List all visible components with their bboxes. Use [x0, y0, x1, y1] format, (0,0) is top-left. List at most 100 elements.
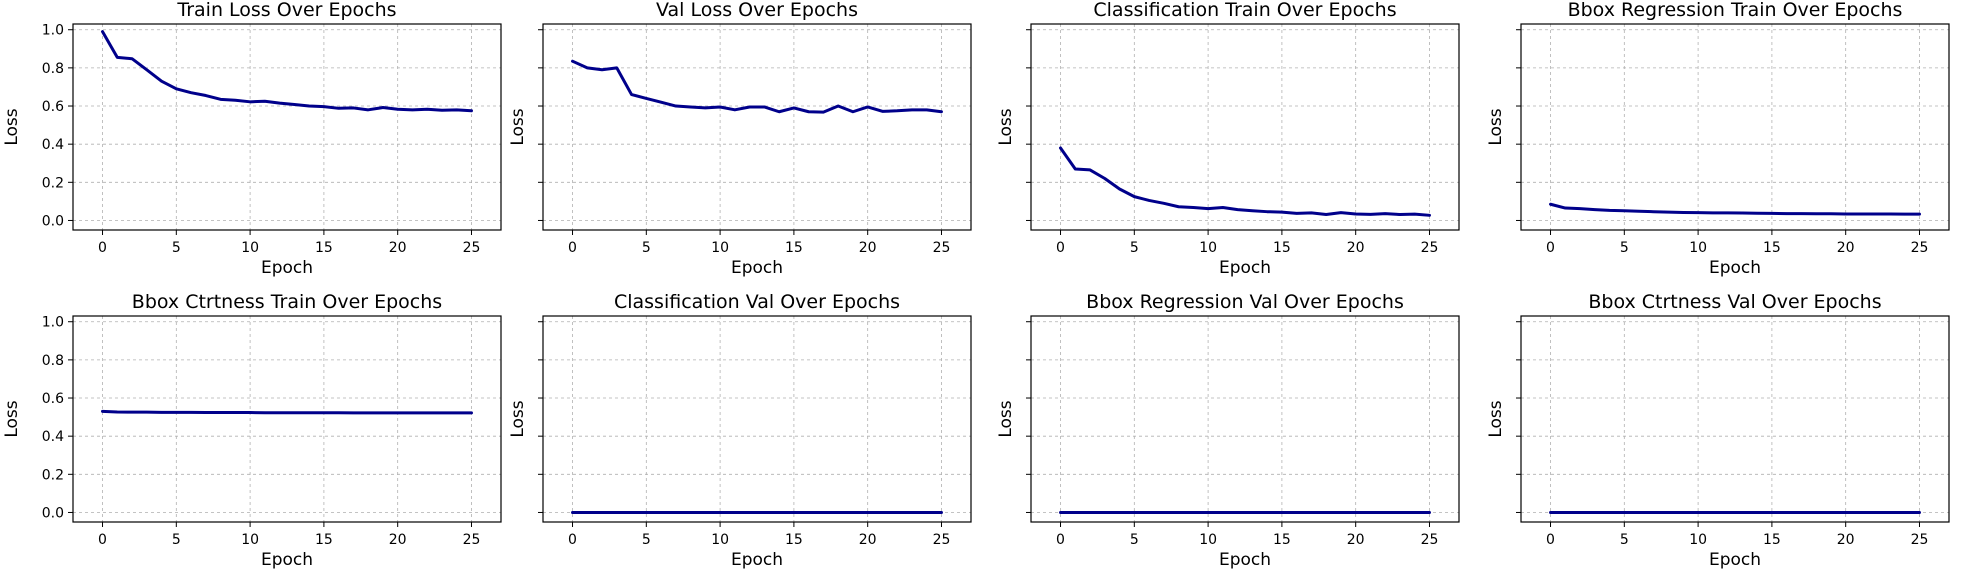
x-tick-label: 20	[1837, 532, 1855, 548]
x-tick-label: 0	[1056, 240, 1065, 256]
y-axis-label: Loss	[1486, 108, 1506, 145]
y-axis-label: Loss	[508, 400, 528, 437]
x-axis-label: Epoch	[1709, 258, 1761, 278]
x-axis-label: Epoch	[1709, 550, 1761, 570]
plot-frame	[542, 315, 972, 523]
subplot-title: Classification Train Over Epochs	[1093, 0, 1396, 21]
plot-frame	[72, 315, 502, 523]
y-tick-label: 1.0	[42, 23, 64, 39]
y-tick-label: 0.6	[42, 391, 64, 407]
x-tick-label: 10	[1199, 532, 1217, 548]
x-tick-label: 5	[172, 532, 181, 548]
x-tick-label: 15	[1763, 532, 1781, 548]
x-tick-label: 0	[98, 240, 107, 256]
y-tick-label: 0.8	[42, 61, 64, 77]
subplot-title: Train Loss Over Epochs	[176, 0, 396, 21]
x-tick-label: 20	[389, 532, 407, 548]
y-axis-label: Loss	[1486, 400, 1506, 437]
x-tick-label: 15	[785, 240, 803, 256]
x-axis-label: Epoch	[731, 258, 783, 278]
subplot-5: 0 5 10 15 20 25 0.0 0.2 0.4 0.6 0.8 1.0 Bbox Ctrtnes…	[2, 291, 502, 570]
y-axis-label: Loss	[996, 108, 1016, 145]
x-tick-label: 15	[315, 240, 333, 256]
x-tick-label: 0	[1056, 532, 1065, 548]
x-tick-label: 10	[241, 532, 259, 548]
y-tick-label: 1.0	[42, 315, 64, 331]
y-tick-label: 0.2	[42, 467, 64, 483]
x-tick-label: 10	[1689, 532, 1707, 548]
subplot-4: 0 5 10 15 20 25 Bbox Regression Train Over Epo…	[1486, 0, 1950, 278]
y-axis-label: Loss	[2, 400, 22, 437]
x-tick-label: 25	[1911, 240, 1929, 256]
x-tick-label: 20	[859, 240, 877, 256]
y-tick-label: 0.2	[42, 175, 64, 191]
y-tick-label: 0.8	[42, 353, 64, 369]
x-axis-label: Epoch	[1219, 258, 1271, 278]
y-tick-label: 0.6	[42, 99, 64, 115]
x-tick-label: 20	[1347, 532, 1365, 548]
x-tick-label: 15	[1273, 240, 1291, 256]
x-tick-label: 5	[172, 240, 181, 256]
x-tick-label: 10	[1689, 240, 1707, 256]
x-tick-label: 25	[1421, 532, 1439, 548]
plot-frame	[1030, 315, 1460, 523]
plot-frame	[72, 23, 502, 231]
loss-series-line	[1059, 146, 1431, 217]
x-tick-label: 5	[642, 532, 651, 548]
x-tick-label: 25	[1911, 532, 1929, 548]
x-tick-label: 5	[1620, 532, 1629, 548]
subplot-title: Bbox Regression Train Over Epochs	[1568, 0, 1903, 21]
y-tick-label: 0.0	[42, 505, 64, 521]
x-axis-label: Epoch	[261, 550, 313, 570]
plot-frame	[1030, 23, 1460, 231]
y-axis-label: Loss	[508, 108, 528, 145]
y-axis-label: Loss	[2, 108, 22, 145]
y-tick-label: 0.0	[42, 213, 64, 229]
loss-series-line	[101, 409, 473, 415]
x-tick-label: 15	[1763, 240, 1781, 256]
x-tick-label: 0	[1546, 532, 1555, 548]
subplot-title: Bbox Regression Val Over Epochs	[1086, 291, 1404, 313]
x-tick-label: 10	[1199, 240, 1217, 256]
subplot-7: 0 5 10 15 20 25 Bbox Regression Val Over Epoch…	[996, 291, 1460, 570]
loss-series-line	[571, 59, 943, 114]
subplot-1: 0 5 10 15 20 25 0.0 0.2 0.4 0.6 0.8 1.0 Train Loss O…	[2, 0, 502, 278]
x-tick-label: 0	[568, 240, 577, 256]
y-axis-label: Loss	[996, 400, 1016, 437]
x-tick-label: 5	[1620, 240, 1629, 256]
x-tick-label: 25	[463, 240, 481, 256]
x-tick-label: 15	[315, 532, 333, 548]
x-axis-label: Epoch	[731, 550, 783, 570]
x-tick-label: 0	[98, 532, 107, 548]
x-tick-label: 0	[1546, 240, 1555, 256]
x-tick-label: 10	[241, 240, 259, 256]
x-tick-label: 10	[711, 240, 729, 256]
x-tick-label: 20	[1347, 240, 1365, 256]
plot-frame	[542, 23, 972, 231]
subplot-title: Bbox Ctrtness Val Over Epochs	[1588, 291, 1881, 313]
x-tick-label: 20	[389, 240, 407, 256]
x-tick-label: 25	[463, 532, 481, 548]
subplot-2: 0 5 10 15 20 25 Val Loss Over Epochs Epoch Loss	[508, 0, 972, 278]
x-tick-label: 25	[933, 240, 951, 256]
subplot-6: 0 5 10 15 20 25 Classification Val Over Epochs…	[508, 291, 972, 570]
x-axis-label: Epoch	[261, 258, 313, 278]
subplot-title: Bbox Ctrtness Train Over Epochs	[132, 291, 442, 313]
x-tick-label: 25	[933, 532, 951, 548]
x-tick-label: 25	[1421, 240, 1439, 256]
subplot-title: Val Loss Over Epochs	[656, 0, 858, 21]
subplot-title: Classification Val Over Epochs	[614, 291, 900, 313]
x-tick-label: 5	[1130, 532, 1139, 548]
loss-series-line	[101, 30, 473, 113]
x-tick-label: 5	[642, 240, 651, 256]
plot-frame	[1520, 23, 1950, 231]
x-tick-label: 0	[568, 532, 577, 548]
x-tick-label: 20	[859, 532, 877, 548]
x-tick-label: 10	[711, 532, 729, 548]
plot-frame	[1520, 315, 1950, 523]
x-tick-label: 15	[1273, 532, 1291, 548]
x-tick-label: 15	[785, 532, 803, 548]
subplot-8: 0 5 10 15 20 25 Bbox Ctrtness Val Over Epochs E…	[1486, 291, 1950, 570]
y-tick-label: 0.4	[42, 137, 64, 153]
